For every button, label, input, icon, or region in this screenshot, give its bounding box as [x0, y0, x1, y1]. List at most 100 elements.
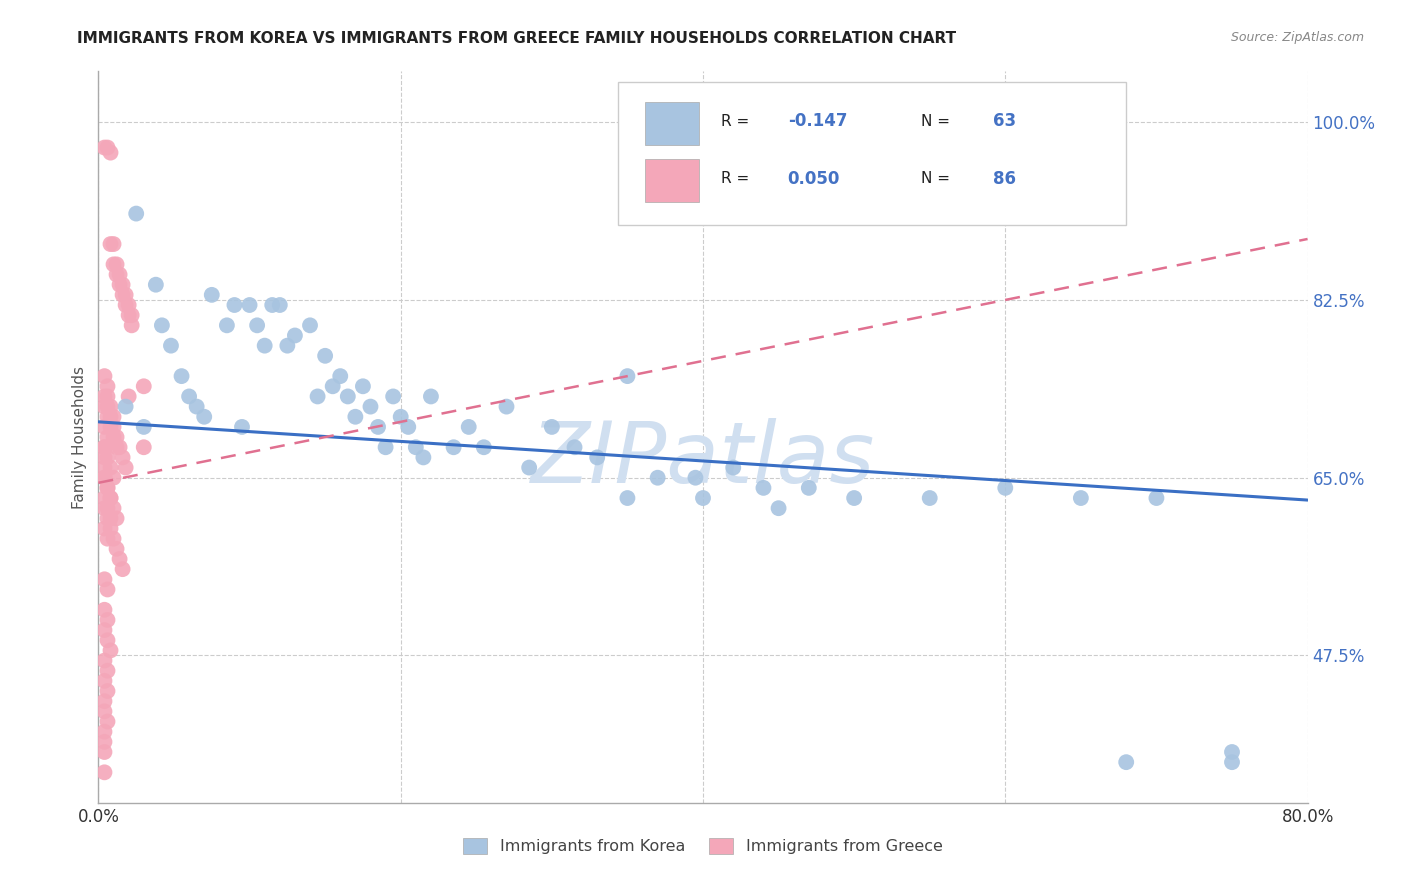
Point — [170, 369, 193, 384]
Point — [1115, 755, 1137, 769]
Point — [93, 724, 115, 739]
Point — [994, 481, 1017, 495]
Point — [93, 521, 115, 535]
Point — [96, 582, 118, 597]
Point — [374, 440, 396, 454]
Point — [118, 308, 141, 322]
Point — [1220, 745, 1243, 759]
Text: -0.147: -0.147 — [787, 112, 848, 130]
Point — [114, 460, 136, 475]
Point — [276, 338, 298, 352]
Point — [692, 491, 714, 505]
Point — [360, 400, 382, 414]
Point — [103, 420, 125, 434]
Point — [118, 298, 141, 312]
Point — [93, 673, 115, 688]
Point — [246, 318, 269, 333]
Point — [93, 735, 115, 749]
Point — [93, 572, 115, 586]
Point — [121, 308, 143, 322]
Point — [103, 409, 125, 424]
FancyBboxPatch shape — [645, 160, 699, 202]
Point — [96, 613, 118, 627]
Point — [103, 257, 125, 271]
Text: 0.050: 0.050 — [787, 169, 839, 188]
Point — [299, 318, 322, 333]
Point — [396, 420, 419, 434]
Point — [93, 389, 115, 403]
Point — [1070, 491, 1092, 505]
Point — [103, 430, 125, 444]
Point — [420, 389, 443, 403]
Point — [96, 450, 118, 465]
Point — [111, 562, 134, 576]
Point — [253, 338, 276, 352]
Point — [93, 460, 115, 475]
Legend: Immigrants from Korea, Immigrants from Greece: Immigrants from Korea, Immigrants from G… — [457, 831, 949, 861]
Point — [105, 430, 128, 444]
Point — [93, 654, 115, 668]
Point — [145, 277, 167, 292]
Point — [96, 409, 118, 424]
Point — [586, 450, 609, 465]
Point — [1220, 755, 1243, 769]
Point — [329, 369, 352, 384]
Text: ZIPatlas: ZIPatlas — [531, 417, 875, 500]
Point — [344, 409, 367, 424]
Point — [103, 471, 125, 485]
Point — [111, 277, 134, 292]
Point — [314, 349, 336, 363]
Point — [96, 481, 118, 495]
FancyBboxPatch shape — [619, 82, 1126, 225]
Point — [108, 552, 131, 566]
Point — [322, 379, 344, 393]
Point — [93, 765, 115, 780]
Text: N =: N = — [921, 171, 955, 186]
Point — [125, 206, 148, 220]
Point — [495, 400, 517, 414]
Y-axis label: Family Households: Family Households — [72, 366, 87, 508]
Point — [108, 440, 131, 454]
Point — [111, 288, 134, 302]
Point — [100, 145, 122, 160]
Point — [96, 684, 118, 698]
Point — [457, 420, 479, 434]
Point — [103, 501, 125, 516]
Point — [150, 318, 173, 333]
Point — [105, 268, 128, 282]
Point — [93, 420, 115, 434]
Point — [93, 705, 115, 719]
Point — [93, 603, 115, 617]
Point — [100, 409, 122, 424]
Point — [352, 379, 374, 393]
Point — [389, 409, 412, 424]
Point — [647, 471, 669, 485]
Text: 86: 86 — [993, 169, 1017, 188]
Point — [96, 633, 118, 648]
FancyBboxPatch shape — [645, 102, 699, 145]
Point — [96, 511, 118, 525]
Point — [96, 481, 118, 495]
Point — [269, 298, 291, 312]
Point — [105, 541, 128, 556]
Point — [231, 420, 253, 434]
Point — [215, 318, 238, 333]
Point — [114, 288, 136, 302]
Point — [844, 491, 866, 505]
Point — [100, 400, 122, 414]
Point — [100, 643, 122, 657]
Point — [132, 379, 155, 393]
Point — [114, 298, 136, 312]
Point — [616, 491, 638, 505]
Point — [918, 491, 941, 505]
Text: R =: R = — [721, 171, 754, 186]
Point — [616, 369, 638, 384]
Point — [93, 400, 115, 414]
Point — [262, 298, 284, 312]
Text: Source: ZipAtlas.com: Source: ZipAtlas.com — [1230, 31, 1364, 45]
Point — [96, 400, 118, 414]
Point — [100, 511, 122, 525]
Point — [723, 460, 745, 475]
Point — [797, 481, 820, 495]
Point — [367, 420, 389, 434]
